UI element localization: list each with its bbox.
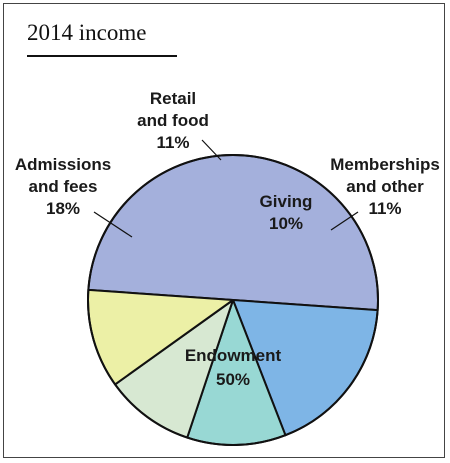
slice-label-line: 10% bbox=[269, 214, 303, 233]
slice-label-line: 50% bbox=[216, 370, 250, 389]
slice-label-line: 11% bbox=[156, 133, 189, 152]
title-underline bbox=[27, 55, 177, 57]
slice-label-line: 18% bbox=[46, 199, 80, 218]
leader-line-memberships bbox=[330, 211, 359, 231]
slice-label-endowment: Endowment 50% bbox=[185, 346, 282, 389]
pie-slice-endowment bbox=[87, 153, 380, 312]
chart-title: 2014 income bbox=[27, 20, 147, 45]
slice-label-line: Retail bbox=[150, 89, 196, 108]
pie-outline bbox=[87, 154, 379, 446]
slice-label-line: Giving bbox=[260, 192, 313, 211]
slice-label-line: and other bbox=[346, 177, 424, 196]
slice-label-line: and fees bbox=[29, 177, 98, 196]
slice-label-line: and food bbox=[137, 111, 209, 130]
slice-label-retail: Retail and food 11% bbox=[137, 89, 209, 152]
leader-line-retail bbox=[201, 139, 222, 161]
leader-line-admissions bbox=[93, 211, 133, 238]
slice-label-memberships: Memberships and other 11% bbox=[330, 155, 440, 218]
slice-label-line: Endowment bbox=[185, 346, 282, 365]
slice-label-line: 11% bbox=[368, 199, 401, 218]
slice-label-giving: Giving 10% bbox=[260, 192, 313, 233]
slice-label-line: Memberships bbox=[330, 155, 440, 174]
slice-label-line: Admissions bbox=[15, 155, 111, 174]
slice-label-admissions: Admissions and fees 18% bbox=[15, 155, 111, 218]
